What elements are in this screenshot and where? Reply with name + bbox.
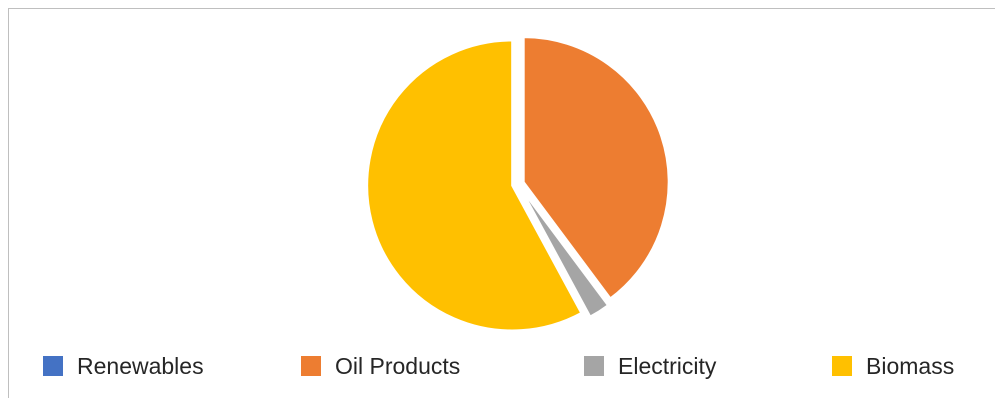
legend-label-oil-products: Oil Products bbox=[335, 352, 461, 379]
legend-item-renewables: Renewables bbox=[43, 346, 204, 386]
legend-swatch-biomass bbox=[832, 356, 852, 376]
legend: Renewables Oil Products Electricity Biom… bbox=[9, 346, 995, 386]
legend-swatch-oil-products bbox=[301, 356, 321, 376]
legend-item-biomass: Biomass bbox=[832, 346, 954, 386]
legend-label-renewables: Renewables bbox=[77, 352, 204, 379]
pie-slice-electricity bbox=[520, 188, 610, 318]
pie-slice-oil-products bbox=[522, 36, 670, 300]
pie-slice-biomass bbox=[366, 39, 583, 332]
legend-label-electricity: Electricity bbox=[618, 352, 717, 379]
pie-chart bbox=[366, 36, 670, 332]
legend-swatch-renewables bbox=[43, 356, 63, 376]
legend-item-oil-products: Oil Products bbox=[301, 346, 460, 386]
legend-item-electricity: Electricity bbox=[584, 346, 716, 386]
chart-area: Renewables Oil Products Electricity Biom… bbox=[8, 8, 995, 398]
legend-swatch-electricity bbox=[584, 356, 604, 376]
legend-label-biomass: Biomass bbox=[866, 352, 955, 379]
